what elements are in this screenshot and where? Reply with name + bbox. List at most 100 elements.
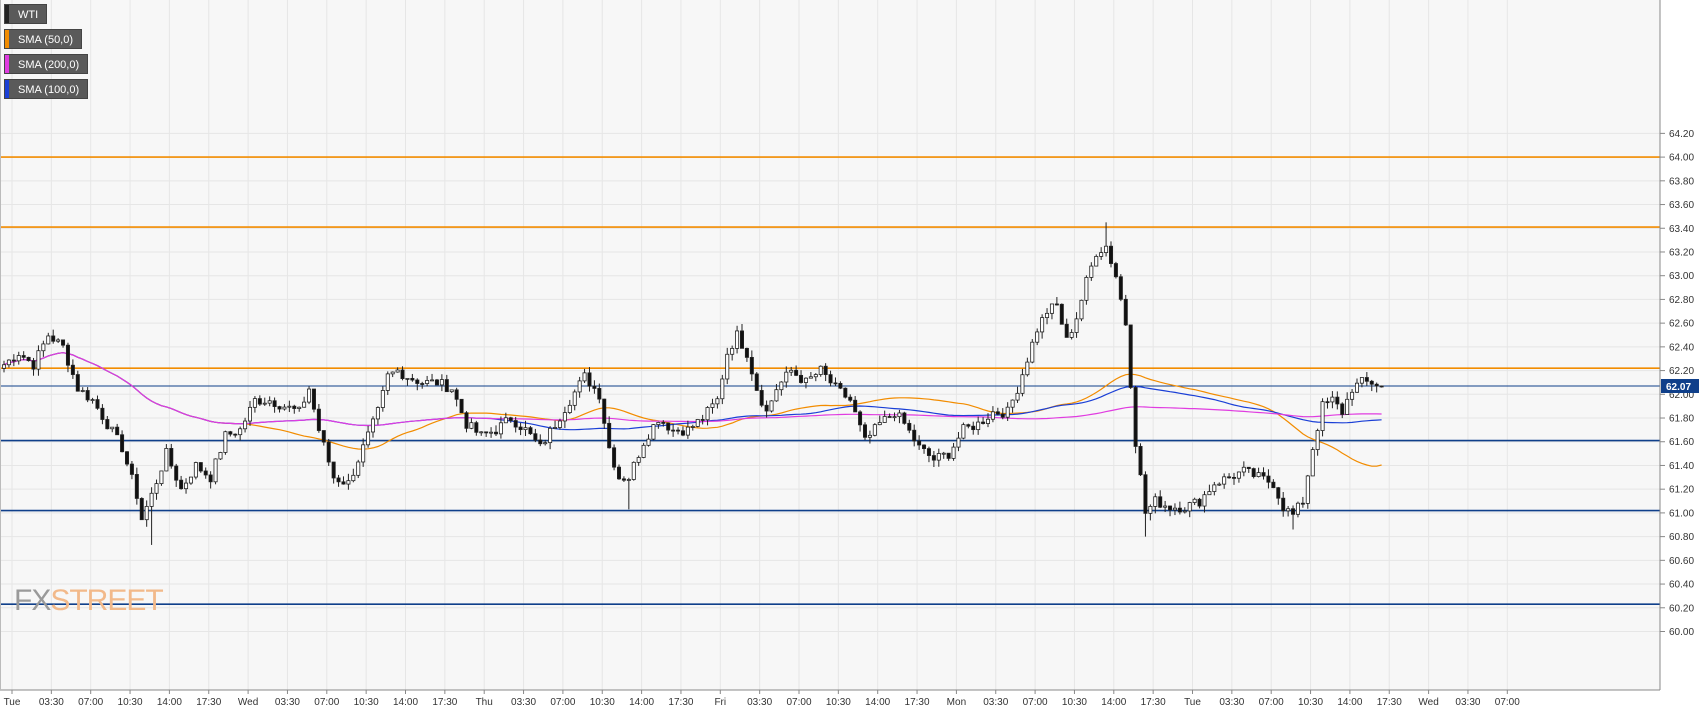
candle-up bbox=[956, 437, 961, 448]
legend-item-sma50[interactable]: SMA (50,0) bbox=[4, 29, 83, 49]
candle-up bbox=[302, 401, 307, 408]
candle-down bbox=[208, 474, 213, 483]
candle-up bbox=[779, 381, 784, 391]
candle-up bbox=[1069, 332, 1074, 338]
candle-up bbox=[425, 380, 430, 384]
candle-up bbox=[1015, 392, 1020, 401]
x-tick-label: 17:30 bbox=[905, 697, 930, 708]
candle-down bbox=[912, 429, 917, 442]
candle-down bbox=[676, 429, 681, 432]
candle-down bbox=[1227, 476, 1232, 479]
y-tick-label: 62.80 bbox=[1669, 295, 1694, 306]
grid-layer bbox=[0, 0, 1660, 690]
candle-down bbox=[1143, 474, 1148, 514]
candle-down bbox=[621, 478, 626, 481]
candle-up bbox=[872, 424, 877, 436]
x-tick-label: 17:30 bbox=[432, 697, 457, 708]
candle-up bbox=[1305, 475, 1310, 504]
candle-up bbox=[986, 418, 991, 424]
candle-up bbox=[656, 422, 661, 426]
candle-up bbox=[375, 407, 380, 420]
candle-up bbox=[395, 369, 400, 373]
candle-up bbox=[1040, 317, 1045, 333]
x-tick-label: 03:30 bbox=[39, 697, 64, 708]
candle-down bbox=[1177, 507, 1182, 513]
y-tick-label: 60.80 bbox=[1669, 532, 1694, 543]
candle-down bbox=[415, 379, 420, 384]
x-tick-label: 10:30 bbox=[1298, 697, 1323, 708]
candle-down bbox=[1168, 505, 1173, 511]
candle-down bbox=[981, 421, 986, 424]
candle-down bbox=[538, 439, 543, 445]
candle-down bbox=[169, 448, 174, 467]
candle-up bbox=[449, 389, 454, 393]
candle-down bbox=[597, 388, 602, 400]
candle-down bbox=[1128, 324, 1133, 388]
candle-up bbox=[1163, 505, 1168, 508]
candle-up bbox=[2, 364, 7, 369]
candle-down bbox=[931, 455, 936, 461]
candle-down bbox=[400, 369, 405, 380]
candle-up bbox=[951, 446, 956, 459]
candle-down bbox=[661, 422, 666, 424]
candle-up bbox=[808, 376, 813, 379]
legend-item-sma200[interactable]: SMA (200,0) bbox=[4, 54, 89, 74]
candle-up bbox=[636, 457, 641, 463]
candle-up bbox=[1030, 341, 1035, 363]
candle-up bbox=[149, 492, 154, 507]
candle-down bbox=[592, 385, 597, 389]
candle-up bbox=[46, 335, 51, 345]
candle-up bbox=[213, 458, 218, 483]
legend-label: SMA (200,0) bbox=[18, 59, 80, 71]
candle-up bbox=[1359, 377, 1364, 384]
candle-up bbox=[976, 421, 981, 431]
candle-down bbox=[1335, 396, 1340, 405]
y-tick-label: 62.00 bbox=[1669, 390, 1694, 401]
candle-up bbox=[439, 379, 444, 386]
candle-up bbox=[282, 406, 287, 410]
candle-up bbox=[882, 416, 887, 423]
last-price-tag-label: 62.07 bbox=[1666, 382, 1691, 393]
x-tick-label: 14:00 bbox=[865, 697, 890, 708]
x-tick-label: 03:30 bbox=[747, 697, 772, 708]
y-tick-label: 61.40 bbox=[1669, 461, 1694, 472]
candle-up bbox=[366, 431, 371, 446]
candle-down bbox=[853, 399, 858, 413]
candle-down bbox=[21, 355, 26, 358]
candle-up bbox=[813, 374, 818, 378]
candle-up bbox=[631, 461, 636, 480]
candle-down bbox=[139, 498, 144, 521]
candle-up bbox=[553, 427, 558, 429]
candle-up bbox=[1187, 502, 1192, 512]
legend-item-wti[interactable]: WTI bbox=[4, 4, 48, 24]
candle-up bbox=[498, 422, 503, 435]
candle-up bbox=[735, 330, 740, 349]
candle-up bbox=[1355, 382, 1360, 393]
candle-down bbox=[410, 377, 415, 381]
candle-down bbox=[759, 390, 764, 406]
candle-up bbox=[1315, 430, 1320, 450]
candle-down bbox=[848, 396, 853, 401]
candle-down bbox=[533, 433, 538, 441]
candle-up bbox=[247, 406, 252, 422]
candle-up bbox=[651, 424, 656, 440]
x-tick-label: 03:30 bbox=[511, 697, 536, 708]
candle-up bbox=[1010, 399, 1015, 408]
candle-up bbox=[218, 452, 223, 460]
candle-down bbox=[1113, 263, 1118, 278]
legend-item-sma100[interactable]: SMA (100,0) bbox=[4, 79, 89, 99]
legend-swatch bbox=[5, 80, 9, 98]
candle-down bbox=[459, 398, 464, 414]
legend-swatch bbox=[5, 30, 9, 48]
x-tick-label: Mon bbox=[947, 697, 966, 708]
candle-up bbox=[725, 353, 730, 380]
candle-up bbox=[1025, 361, 1030, 376]
candle-up bbox=[346, 480, 351, 485]
candle-down bbox=[434, 379, 439, 386]
candle-up bbox=[430, 379, 435, 382]
candle-down bbox=[1281, 497, 1286, 512]
candle-down bbox=[115, 426, 120, 436]
candle-down bbox=[1197, 498, 1202, 507]
candle-down bbox=[518, 426, 523, 431]
x-tick-label: 14:00 bbox=[1101, 697, 1126, 708]
